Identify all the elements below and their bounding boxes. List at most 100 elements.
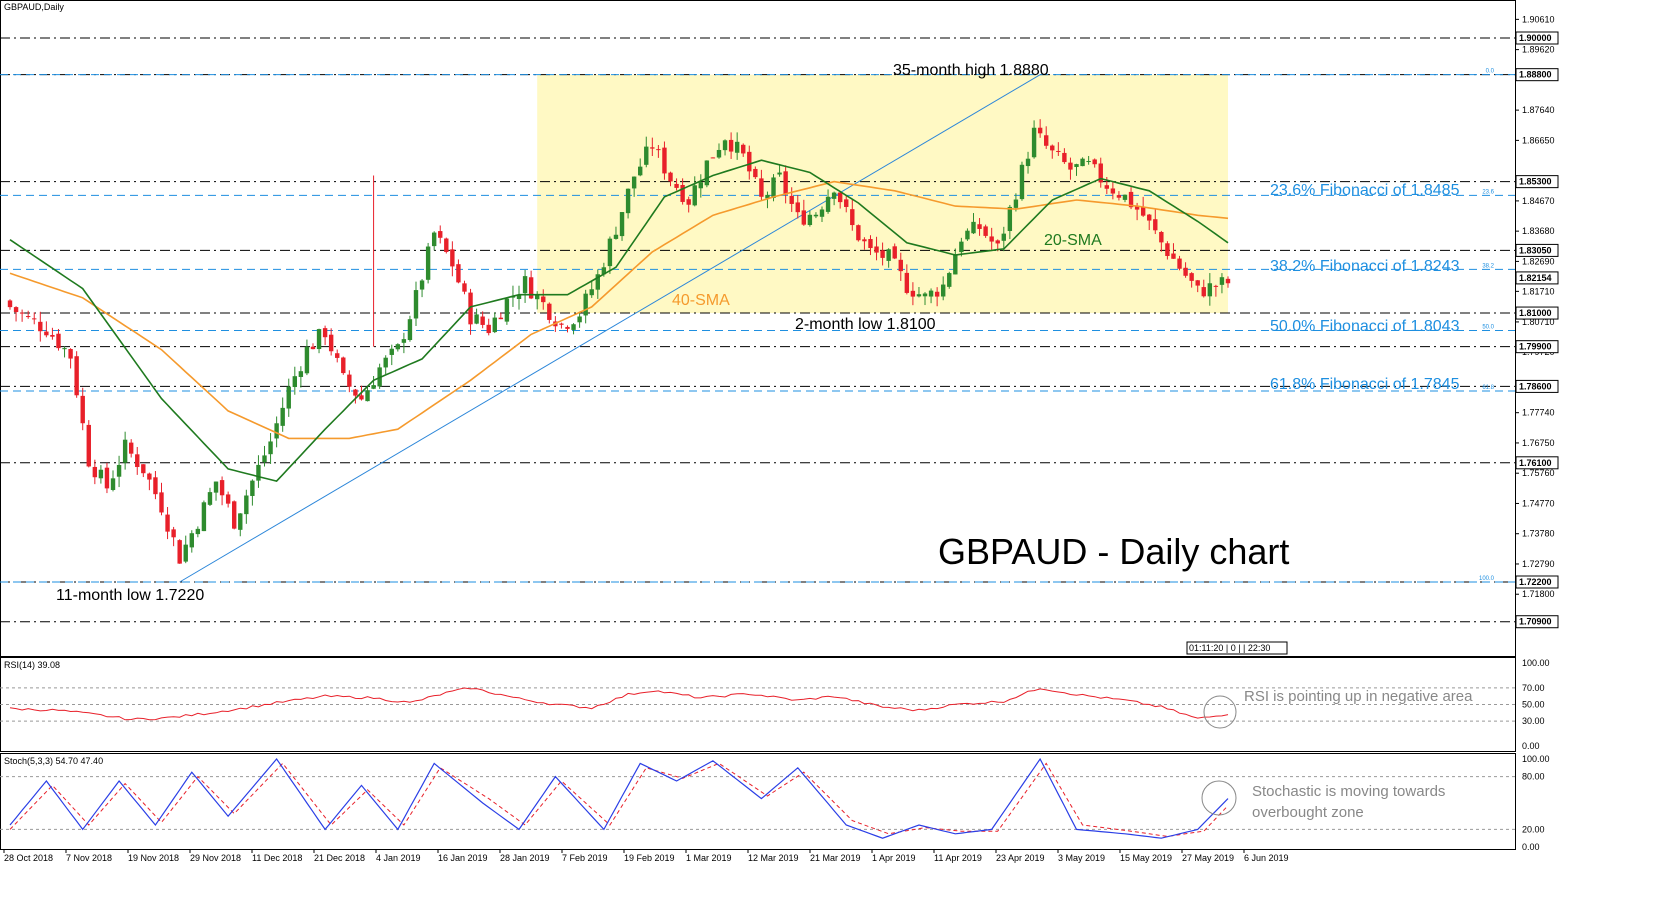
fib-label-38-2: 38.2% Fibonacci of 1.8243 (1270, 258, 1460, 275)
candle-body-33 (207, 492, 213, 505)
candle-body-147 (898, 259, 903, 272)
level-badge-label-5: 1.81000 (1519, 308, 1552, 318)
candle-body-185 (1128, 191, 1134, 208)
level-badge-2 (1515, 175, 1559, 189)
candle-body-19 (122, 439, 128, 463)
y-tick-label-15: 1.72790 (1522, 559, 1555, 569)
candle-body-51 (316, 329, 322, 350)
price-axis: 1.90610 1.89620 1.87640 1.86650 1.84670 1.836… (1515, 14, 1559, 629)
y-tick-label-14: 1.73780 (1522, 529, 1555, 539)
y-tick-label-5: 1.83680 (1522, 226, 1555, 236)
stoch-panel (0, 753, 1516, 850)
candle-body-22 (141, 464, 146, 474)
candle-body-172 (1050, 145, 1055, 151)
candle-body-183 (1116, 195, 1122, 198)
candle-body-41 (256, 464, 261, 481)
rsi-annotation: RSI is pointing up in negative area (1244, 688, 1473, 705)
label-40-sma: 40-SMA (672, 292, 730, 309)
x-tick-label-17: 3 May 2019 (1058, 853, 1105, 863)
candle-body-38 (238, 513, 243, 530)
level-badge-label-10: 1.70900 (1519, 617, 1552, 627)
candle-body-86 (528, 277, 534, 299)
y-tick-label-6: 1.82690 (1522, 256, 1555, 266)
candle-body-23 (147, 473, 152, 480)
candle-body-98 (601, 267, 607, 275)
fib-trendline (179, 74, 1041, 583)
candle-body-201 (1225, 278, 1231, 284)
candle-body-197 (1201, 287, 1206, 297)
y-tick-label-11: 1.76750 (1522, 438, 1555, 448)
candle-body-108 (662, 147, 667, 174)
candle-body-28 (177, 540, 182, 564)
candle-body-9 (62, 348, 67, 350)
consolidation-rectangle (537, 74, 1228, 314)
candle-body-109 (668, 172, 673, 182)
candle-body-199 (1213, 285, 1219, 287)
candle-body-71 (438, 231, 443, 238)
rsi-title: RSI(14) 39.08 (4, 660, 60, 670)
fib-pct-5: 100.0 (1479, 576, 1495, 582)
candle-body-69 (425, 246, 431, 280)
candle-body-64 (395, 344, 401, 350)
rsi-tick-1: 70.00 (1522, 683, 1545, 693)
candle-body-45 (280, 407, 285, 426)
fib-pct-0: 0.0 (1486, 69, 1495, 75)
level-badge-label-3: 1.83050 (1519, 245, 1552, 255)
y-tick-label-10: 1.77740 (1522, 408, 1555, 418)
candle-body-163 (995, 240, 1000, 244)
stoch-annotation-line2: overbought zone (1252, 804, 1364, 821)
candle-body-124 (759, 178, 764, 197)
candle-body-127 (777, 172, 782, 175)
candle-body-152 (928, 290, 934, 297)
level-badge-10 (1515, 615, 1559, 629)
candle-body-27 (171, 529, 176, 538)
candle-body-143 (874, 246, 879, 253)
level-badge-label-1: 1.88800 (1519, 70, 1552, 80)
candle-body-60 (371, 385, 376, 389)
level-badge-label-9: 1.72200 (1519, 577, 1552, 587)
candle-body-92 (565, 326, 570, 329)
x-tick-label-1: 7 Nov 2018 (66, 853, 112, 863)
candle-body-44 (274, 423, 279, 439)
y-tick-label-8: 1.80710 (1522, 317, 1555, 327)
candle-body-75 (462, 283, 467, 292)
candle-body-136 (831, 192, 837, 199)
candle-body-18 (116, 464, 122, 477)
candle-body-179 (1092, 159, 1097, 165)
candle-body-102 (625, 188, 631, 214)
candle-body-54 (335, 353, 340, 358)
candle-body-91 (559, 323, 564, 325)
x-tick-label-18: 15 May 2019 (1120, 853, 1172, 863)
candle-body-100 (613, 234, 619, 239)
fib-label-61-8: 61.8% Fibonacci of 1.7845 (1270, 376, 1460, 393)
rsi-line (9, 687, 1229, 721)
y-tick-label-16: 1.71800 (1522, 589, 1555, 599)
candle-body-148 (904, 272, 910, 293)
candle-body-129 (789, 195, 794, 204)
candle-body-156 (953, 254, 958, 275)
candle-body-80 (492, 317, 497, 333)
candle-body-120 (734, 141, 740, 153)
candle-body-50 (310, 346, 316, 350)
candle-body-99 (607, 238, 613, 267)
candle-body-188 (1147, 214, 1152, 221)
candle-body-140 (856, 225, 861, 241)
level-badge-5 (1515, 306, 1559, 320)
candle-body-174 (1062, 152, 1067, 163)
x-tick-label-13: 21 Mar 2019 (810, 853, 861, 863)
candle-body-0 (7, 300, 13, 308)
candle-body-70 (431, 232, 437, 247)
candle-body-119 (728, 139, 734, 152)
x-tick-label-20: 6 Jun 2019 (1244, 853, 1289, 863)
candle-body-198 (1207, 283, 1213, 297)
candle-body-67 (413, 290, 419, 319)
x-tick-label-14: 1 Apr 2019 (872, 853, 916, 863)
candle-body-106 (650, 147, 655, 149)
candle-body-6 (44, 331, 49, 336)
candle-body-87 (534, 294, 540, 300)
candle-body-36 (225, 494, 231, 504)
level-badge-1 (1515, 68, 1559, 82)
candle-body-150 (916, 294, 922, 297)
